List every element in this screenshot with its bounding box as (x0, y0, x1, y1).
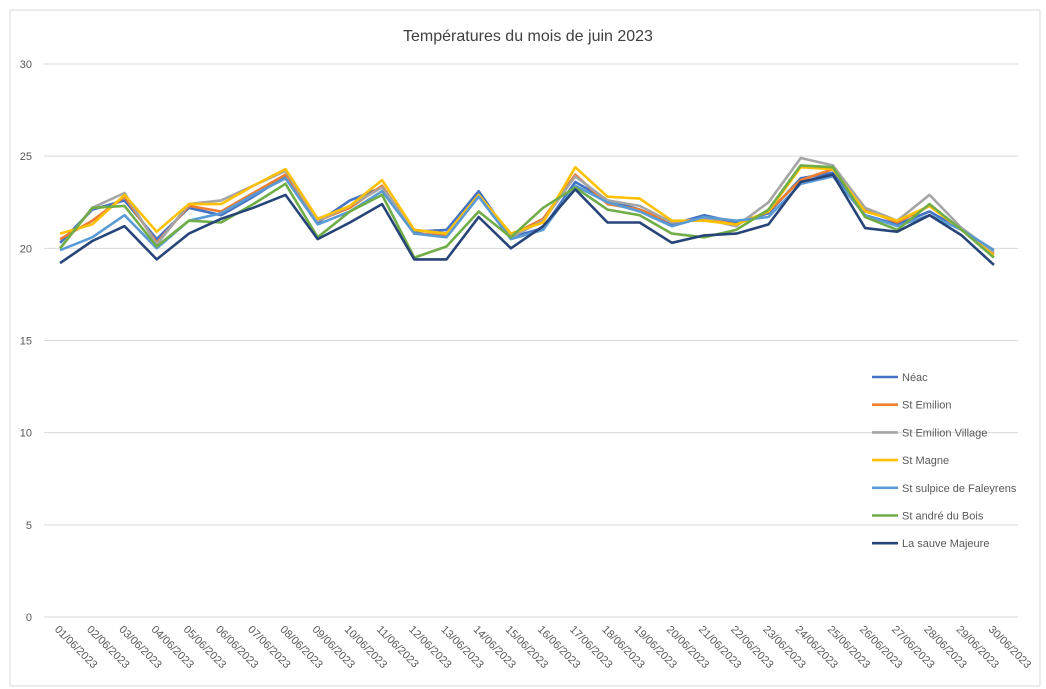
y-tick-label: 15 (20, 336, 32, 348)
chart-border (9, 9, 1041, 687)
legend-label: St Magne (902, 455, 949, 467)
series-line (59, 173, 995, 266)
legend-label: St sulpice de Faleyrens (902, 483, 1017, 495)
legend-label: St Emilion Village (902, 427, 987, 439)
y-tick-label: 0 (26, 612, 32, 624)
y-tick-label: 5 (26, 520, 32, 532)
legend-label: Néac (902, 372, 928, 384)
y-tick-label: 25 (20, 151, 32, 163)
y-tick-label: 30 (20, 59, 32, 71)
legend-label: St Emilion (902, 400, 952, 412)
chart-title: Températures du mois de juin 2023 (403, 28, 653, 45)
legend-label: La sauve Majeure (902, 538, 989, 550)
y-tick-label: 10 (20, 428, 32, 440)
y-tick-label: 20 (20, 243, 32, 255)
legend-label: St andré du Bois (902, 511, 984, 523)
